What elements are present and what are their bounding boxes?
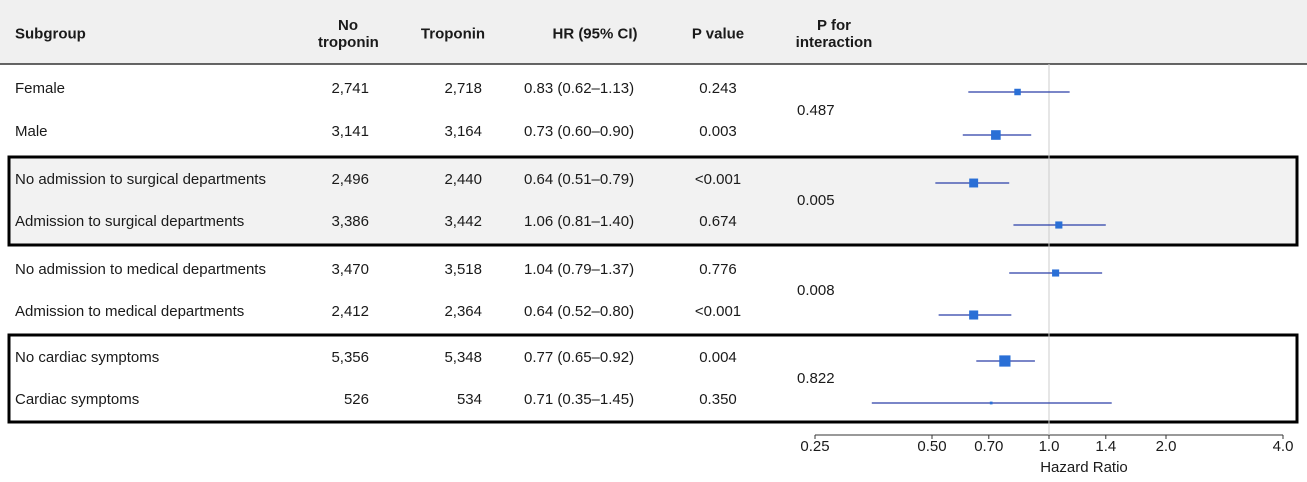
x-tick-label: 0.70 [974, 438, 1003, 455]
count: 3,141 [331, 123, 369, 140]
subgroup: No admission to medical departments [15, 261, 266, 278]
point-estimate [1052, 269, 1060, 277]
x-tick-label: 0.25 [800, 438, 829, 455]
p-value: 0.003 [699, 123, 737, 140]
p-interaction: 0.008 [797, 282, 835, 299]
point-estimate [1055, 221, 1063, 229]
count: 2,741 [331, 80, 369, 97]
count: 5,356 [331, 349, 369, 366]
point-estimate [969, 178, 979, 188]
point-estimate [999, 355, 1011, 367]
point-estimate [989, 401, 993, 405]
count: 2,496 [331, 171, 369, 188]
point-estimate [991, 130, 1001, 140]
highlight-box [7, 333, 1299, 424]
p-value: 0.674 [699, 213, 737, 230]
subgroup: No admission to surgical departments [15, 171, 266, 188]
x-tick-label: 0.50 [917, 438, 946, 455]
subgroup: Female [15, 80, 66, 97]
count: 3,164 [444, 123, 482, 140]
hr-ci: 0.77 (0.65–0.92) [524, 349, 635, 366]
count: 2,440 [444, 171, 482, 188]
p-value: <0.001 [694, 303, 742, 320]
x-tick-label: 4.0 [1273, 438, 1294, 455]
x-tick-label: 1.0 [1039, 438, 1060, 455]
hr-ci: 0.73 (0.60–0.90) [524, 123, 635, 140]
hr-ci: 1.04 (0.79–1.37) [524, 261, 635, 278]
hr-ci: 0.71 (0.35–1.45) [524, 391, 635, 408]
count: 3,442 [444, 213, 482, 230]
p-value: 0.350 [699, 391, 737, 408]
p-value: 0.243 [699, 80, 737, 97]
point-estimate [969, 310, 979, 320]
count: 3,518 [444, 261, 482, 278]
column-header: No troponin [318, 17, 379, 51]
hr-ci: 0.83 (0.62–1.13) [524, 80, 635, 97]
hr-ci: 1.06 (0.81–1.40) [524, 213, 635, 230]
p-value: <0.001 [694, 171, 742, 188]
count: 2,718 [444, 80, 482, 97]
count: 5,348 [444, 349, 482, 366]
hr-ci: 0.64 (0.51–0.79) [524, 171, 635, 188]
column-header: Subgroup [15, 25, 86, 43]
count: 3,470 [331, 261, 369, 278]
highlight-box [7, 155, 1299, 247]
p-value: 0.004 [699, 349, 737, 366]
subgroup: Male [15, 123, 48, 140]
header-bg [0, 0, 1307, 64]
x-tick-label: 2.0 [1156, 438, 1177, 455]
subgroup: No cardiac symptoms [15, 349, 160, 366]
count: 534 [456, 391, 482, 408]
subgroup: Admission to surgical departments [15, 213, 245, 230]
count: 3,386 [331, 213, 369, 230]
count: 2,364 [444, 303, 482, 320]
x-axis-title: Hazard Ratio [1040, 459, 1128, 476]
point-estimate [1014, 88, 1021, 96]
count: 526 [343, 391, 369, 408]
subgroup: Cardiac symptoms [15, 391, 140, 408]
p-value: 0.776 [699, 261, 737, 278]
count: 2,412 [331, 303, 369, 320]
p-interaction: 0.487 [797, 101, 835, 119]
column-header: P value [691, 25, 745, 43]
p-interaction: 0.005 [797, 192, 835, 209]
hr-ci: 0.64 (0.52–0.80) [524, 303, 635, 320]
p-interaction: 0.822 [797, 370, 835, 387]
subgroup: Admission to medical departments [15, 303, 245, 320]
column-header: Troponin [420, 25, 486, 43]
x-tick-label: 1.4 [1095, 438, 1116, 455]
column-header: HR (95% CI) [552, 25, 638, 43]
column-header: P for interaction [795, 17, 873, 51]
